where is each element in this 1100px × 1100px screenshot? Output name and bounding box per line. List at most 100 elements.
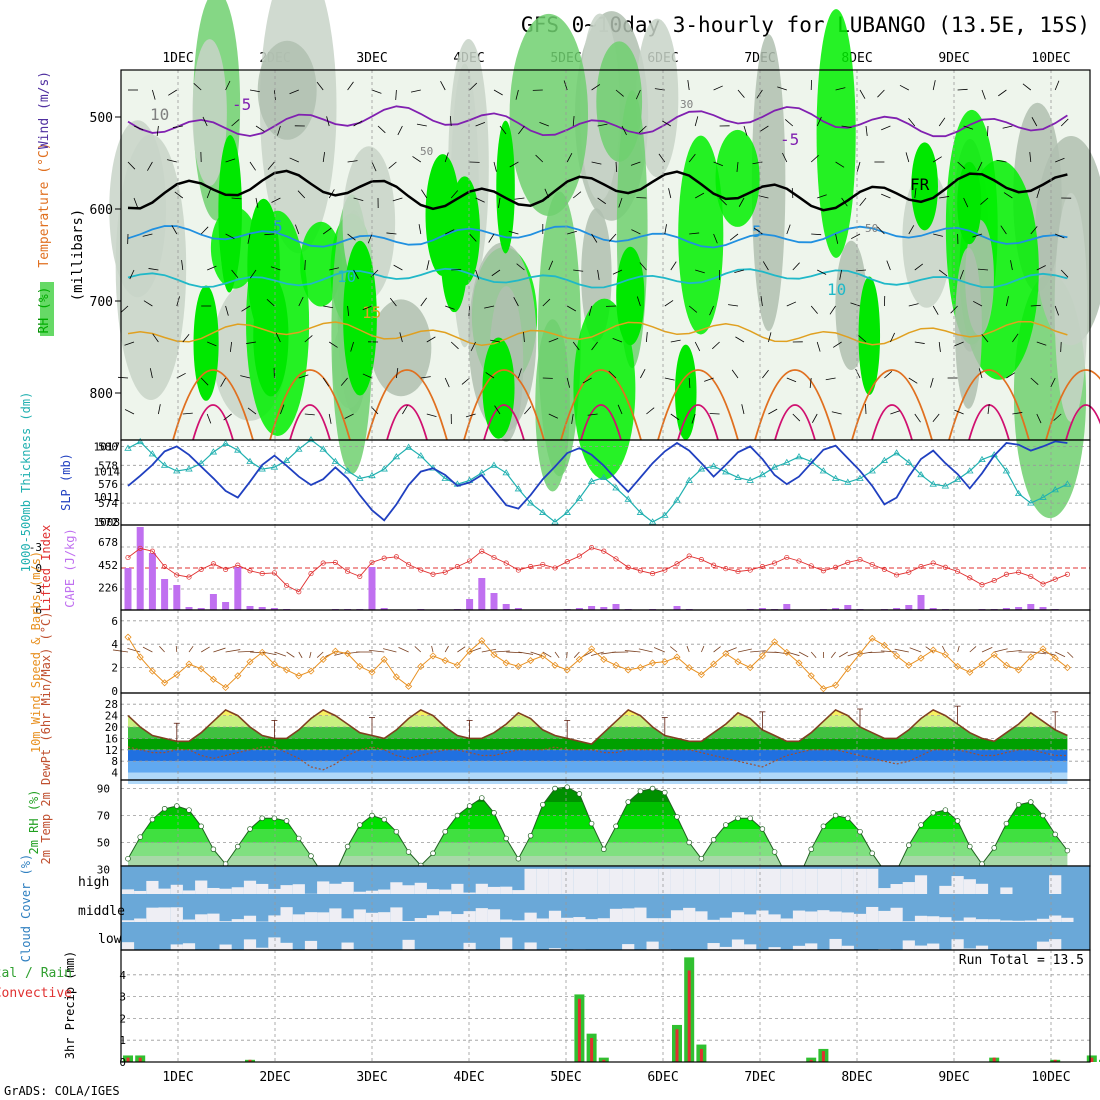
wind-barb (469, 233, 477, 242)
rh-contour-fill (370, 299, 432, 397)
slp-tick-label: 1014 (94, 466, 121, 479)
li-point (613, 556, 619, 562)
cloud-cell (622, 908, 635, 922)
speed-point (173, 671, 181, 679)
speed-point (246, 658, 254, 666)
wind-barb (1030, 226, 1038, 235)
wind-barb (881, 193, 891, 199)
thickness-point (868, 467, 876, 474)
precip-convective-bar (699, 1048, 703, 1062)
wind-barb (981, 647, 993, 653)
isotherm-5 (127, 225, 1068, 249)
wind-barb (535, 154, 544, 163)
wind-barb (182, 333, 190, 343)
cloud-cell (390, 907, 403, 922)
cloud-cell (548, 948, 562, 950)
cloud-cell (512, 890, 525, 894)
li-point (686, 553, 692, 559)
thickness-tick-label: 576 (98, 478, 118, 491)
cape-tick-label: 452 (98, 559, 118, 572)
speed-point (649, 659, 657, 667)
cape-bar (209, 594, 217, 610)
wind-barb (830, 651, 836, 659)
wind-barb (886, 260, 891, 271)
series-slp-line (127, 440, 1068, 522)
rh-contour-fill (911, 142, 938, 231)
cloud-row-label-high: high (78, 875, 109, 890)
wind-barb (816, 116, 822, 127)
cape-bar (832, 608, 840, 610)
precip-convective-bar (138, 1057, 142, 1062)
wind-barb (229, 341, 232, 352)
wind-barb (701, 645, 705, 653)
li-point (198, 566, 204, 572)
wind-barb (494, 405, 501, 415)
rh-point (296, 835, 302, 842)
cloud-cell (768, 947, 781, 950)
ylabel-millibars: (millibars) (70, 209, 86, 302)
thickness-point (136, 437, 144, 445)
li-point (625, 564, 631, 570)
thickness-point (880, 456, 889, 463)
wind-barb (750, 650, 766, 653)
isotherm-20 (463, 369, 545, 441)
wind-barb (712, 341, 720, 350)
thickness-point (551, 518, 559, 525)
slp-tick-label: 1011 (94, 491, 121, 504)
wind-barb (938, 117, 946, 127)
rh-point (344, 843, 351, 850)
speed-point (929, 646, 937, 654)
wind-barb (513, 296, 519, 307)
li-point (784, 554, 790, 561)
cloud-cell (975, 945, 989, 950)
wind-barb (868, 651, 885, 654)
wind-barb (914, 341, 925, 344)
wind-barb (908, 225, 915, 235)
speed-point (307, 667, 315, 675)
li-point (881, 566, 887, 572)
wind-barb (810, 651, 817, 658)
day-label-bottom: 9DEC (938, 1070, 969, 1085)
cape-bar (783, 604, 791, 610)
wind-barb (1030, 304, 1041, 307)
rh-contour-fill (596, 41, 643, 162)
wind-barb (475, 269, 480, 280)
wind-barb (977, 161, 983, 172)
wind-barb (835, 161, 845, 168)
wind-barb (859, 89, 866, 99)
wind-barb (402, 405, 408, 415)
wind-barb (664, 224, 667, 235)
li-point (735, 568, 741, 575)
cloud-cell (463, 911, 476, 922)
wind-barb (297, 190, 306, 199)
wind-barb (914, 413, 921, 423)
cloud-cell (707, 868, 720, 894)
wind-barb (987, 404, 990, 415)
y-tick-label: 600 (90, 203, 113, 218)
wind-barb (841, 197, 848, 207)
contour-label: 50 (865, 222, 878, 235)
wind-barb (176, 296, 180, 307)
wind-barb (223, 413, 232, 421)
wind-barb (624, 650, 641, 653)
cloud-cell (353, 891, 366, 894)
li-point (320, 560, 326, 566)
speed-point (710, 660, 718, 668)
thickness-point (966, 467, 974, 474)
li-point (796, 558, 802, 564)
wind-barb (731, 369, 739, 379)
contour-label: 30 (680, 98, 693, 111)
wind-barb (1002, 125, 1013, 129)
thickness-point (831, 474, 840, 481)
cloud-cell (195, 880, 208, 894)
wind-barb (470, 341, 476, 352)
cloud-cell (561, 917, 574, 922)
thickness-point (380, 465, 388, 472)
thickness-tick-label: 580 (98, 440, 118, 453)
wind-barb (493, 650, 510, 653)
cloud-cell (268, 937, 281, 950)
li-point (1028, 573, 1034, 579)
cloud-cell (585, 919, 598, 922)
speed-point (844, 665, 852, 673)
wind-barb (514, 197, 525, 200)
